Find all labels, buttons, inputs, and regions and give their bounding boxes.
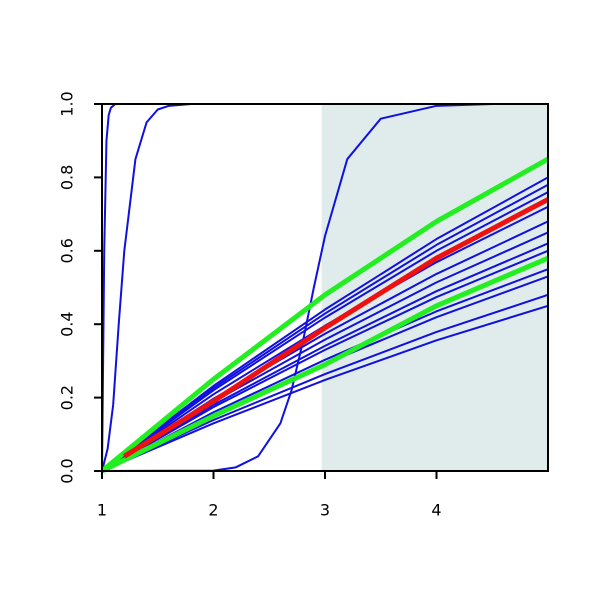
- series-line: [102, 249, 548, 472]
- y-tick-label: 0.0: [58, 458, 77, 483]
- series-line: [102, 176, 548, 472]
- x-tick-label: 1: [97, 501, 107, 520]
- series-line: [102, 103, 548, 472]
- x-tick-label: 3: [320, 501, 330, 520]
- series-line: [102, 255, 548, 474]
- y-tick-label: 0.8: [58, 165, 77, 190]
- x-tick-label: 4: [431, 501, 441, 520]
- series-line: [102, 103, 548, 472]
- y-tick-label: 0.4: [58, 311, 77, 336]
- series-line: [102, 191, 548, 472]
- series-line: [102, 183, 548, 472]
- y-tick-label: 0.6: [58, 238, 77, 263]
- shaded-region: [321, 104, 548, 471]
- series-line: [102, 156, 548, 473]
- series-line: [122, 197, 548, 459]
- x-tick-label: 2: [208, 501, 218, 520]
- y-tick-label: 1.0: [58, 91, 77, 116]
- series-line: [102, 304, 548, 472]
- y-tick-label: 0.2: [58, 385, 77, 410]
